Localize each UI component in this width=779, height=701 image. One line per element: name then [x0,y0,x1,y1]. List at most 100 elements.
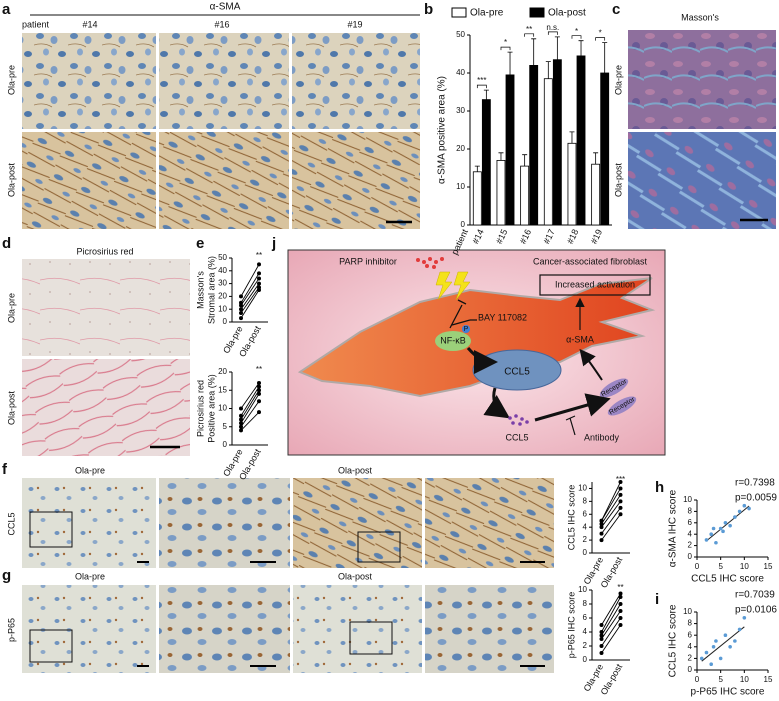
row-label: Ola-pre [613,65,623,95]
point [709,532,713,536]
micrograph [22,132,156,229]
point [599,633,604,638]
point [699,656,704,661]
error-bar [474,165,480,172]
significance: ** [256,365,262,374]
ccl5-dots [508,414,529,426]
y-tick-label: 20 [456,144,465,153]
panel-label: b [424,1,433,18]
y-tick-label: 10 [218,404,227,413]
y-tick-label: 8 [583,496,588,505]
x-tick-label: #17 [541,228,556,246]
bar [552,59,562,226]
x-tick-label: 0 [695,562,700,571]
panel-label: e [196,235,204,252]
point [618,499,623,504]
significance: * [504,38,507,47]
y-tick-label: 2 [583,535,588,544]
bar [505,74,515,226]
y-tick-label: 4 [583,627,588,636]
arrow [466,347,498,374]
pair-line [601,603,621,636]
point [257,271,261,276]
point [257,388,261,393]
diagram-label: BAY 117082 [478,312,527,322]
point [618,609,623,613]
significance-bracket [500,46,511,51]
column-label: #14 [82,19,97,29]
panel-label: f [2,461,8,478]
point [728,645,732,649]
significance: *** [477,76,486,85]
y-tick-label: 10 [218,304,227,313]
receptor [599,378,629,398]
y-tick-label: 4 [688,529,693,538]
column-label: patient [22,19,50,29]
diagram-label: Antibody [584,432,620,442]
point [257,281,261,286]
y-tick-label: 2 [583,641,588,650]
pair-line [240,411,260,431]
bar [567,142,577,226]
point [599,531,604,536]
pair-line [240,386,260,417]
point [618,512,623,517]
pair-line [601,481,621,521]
y-tick-label: 10 [456,182,465,191]
legend-swatch [529,7,545,18]
error-bar [593,152,599,165]
x-tick-label: 5 [718,675,723,684]
column-label: #16 [214,19,229,29]
y-tick-label: 10 [578,585,587,594]
inhibition-bar [457,299,467,305]
error-bar [602,42,608,73]
receptor [607,396,637,416]
diagram-label: CCL5 [505,432,528,442]
panel-label: g [2,567,11,584]
pair-line [240,278,260,306]
y-tick-label: 10 [578,484,587,493]
point [718,526,723,531]
bar [529,65,539,226]
point [718,656,723,661]
x-tick-label: 15 [764,675,773,684]
bar [543,78,553,226]
diagram-label: CCL5 [504,367,530,378]
y-tick-label: 0 [223,440,228,449]
y-axis-label: Stromal area (%) [206,256,216,324]
diagram-label: Increased activation [555,279,635,289]
point [618,505,623,510]
x-tick-label: #18 [565,228,580,246]
diagram-label: α-SMA [566,334,594,344]
point [257,276,261,281]
point [723,633,728,637]
inset-box [29,511,73,548]
y-tick-label: 6 [688,630,693,639]
column-label: Ola-post [338,465,373,475]
panel-label: d [2,235,11,252]
significance: ** [617,583,623,592]
y-tick-label: 0 [583,655,588,664]
point [704,538,709,542]
lightning [435,271,453,301]
row-label: CCL5 [6,512,16,535]
x-tick-label: #19 [589,228,604,246]
point [714,639,718,643]
point [704,650,709,655]
significance: ** [256,251,262,260]
point [618,623,623,627]
y-tick-label: 8 [583,599,588,608]
x-tick-label: 15 [764,562,773,571]
pair-line [240,400,260,428]
pair-line [601,617,621,647]
significance: ** [526,25,532,34]
point [711,526,716,531]
y-axis-label: α-SMA positive area (%) [437,76,448,184]
point [257,384,261,389]
error-bar [545,61,551,79]
point [618,486,623,491]
bar [496,159,506,226]
significance: n.s. [546,23,559,32]
significance: *** [616,475,625,484]
significance-bracket [476,84,487,89]
